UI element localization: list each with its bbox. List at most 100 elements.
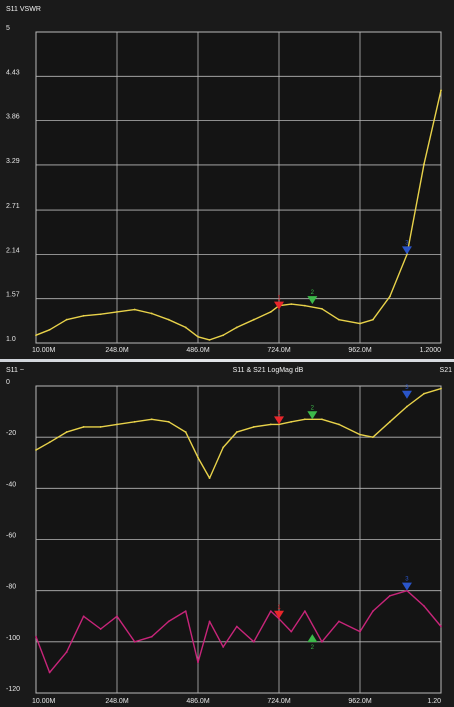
- logmag-series-s21-point: [222, 646, 225, 648]
- logmag-y-tick-label: -60: [6, 533, 16, 540]
- logmag-marker-3: [401, 390, 412, 399]
- vswr-marker-label: 1: [277, 296, 281, 302]
- logmag-series-s11-point: [359, 433, 361, 436]
- logmag-series-s11-point: [184, 431, 187, 433]
- vswr-y-tick-label: 2.14: [6, 247, 20, 254]
- logmag-series-s11-point: [197, 456, 199, 459]
- vswr-series-0-point: [48, 328, 51, 331]
- vswr-series-0-point: [406, 253, 408, 256]
- logmag-series-s21-point: [389, 594, 391, 597]
- logmag-marker-3: [401, 582, 412, 591]
- vswr-series-0-point: [99, 313, 102, 316]
- vswr-y-tick-label: 1.57: [6, 292, 20, 299]
- logmag-marker-label: 3: [405, 577, 409, 583]
- vswr-series-0-point: [184, 326, 187, 329]
- logmag-series-s11-point: [99, 426, 102, 428]
- vswr-marker-1: [274, 301, 284, 310]
- vswr-y-tick-label: 4.43: [6, 69, 20, 76]
- vswr-x-tick-label: 724.0M: [267, 347, 291, 354]
- logmag-chart-title: S11 & S21 LogMag dB: [233, 367, 304, 374]
- logmag-series-s21-point: [82, 615, 85, 618]
- logmag-series-s21-point: [440, 625, 442, 628]
- logmag-series-s21-point: [150, 635, 153, 638]
- vswr-series-0-point: [337, 318, 340, 321]
- vswr-x-tick-label: 1.2000: [420, 347, 442, 354]
- vswr-series-0-point: [35, 334, 37, 337]
- vswr-chart: S11 VSWR 1.0 1.57 2.14 2.71 3.29 3.86 4.43 5 10.…: [0, 0, 454, 359]
- logmag-series-s11-point: [116, 423, 118, 426]
- logmag-marker-label: 1: [277, 605, 281, 611]
- logmag-series-s21-point: [133, 640, 136, 643]
- logmag-y-tick-label: -100: [6, 635, 20, 642]
- vswr-x-tick-label: 962.0M: [348, 347, 372, 354]
- vswr-series-0-point: [320, 307, 323, 310]
- vswr-series-0-point: [197, 335, 199, 338]
- vswr-series-0-point: [372, 318, 374, 321]
- logmag-y-tick-label: -20: [6, 430, 16, 437]
- logmag-marker-2: [307, 634, 318, 643]
- vswr-y-tick-label: 1.0: [6, 336, 16, 343]
- vswr-series-0-point: [269, 311, 272, 313]
- vswr-series-0-point: [290, 303, 293, 306]
- logmag-x-tick-label: 1.20: [427, 698, 441, 705]
- logmag-series-s21-point: [184, 610, 187, 613]
- logmag-series-s11-point: [208, 477, 211, 479]
- logmag-marker-2: [307, 411, 318, 420]
- vswr-series-0-point: [423, 163, 425, 166]
- vswr-series-0-point: [82, 314, 85, 317]
- logmag-series-s21-point: [278, 617, 280, 620]
- logmag-series-s21-point: [208, 620, 211, 623]
- logmag-series-s11-point: [167, 420, 170, 423]
- logmag-marker-label: 2: [311, 405, 315, 411]
- vswr-series-0-point: [133, 308, 136, 311]
- logmag-series-s11-point: [440, 387, 442, 390]
- logmag-series-s11-point: [48, 441, 51, 444]
- logmag-series-s21-point: [35, 635, 37, 638]
- logmag-x-tick-label: 248.0M: [105, 698, 129, 705]
- logmag-y-tick-label: -80: [6, 584, 16, 591]
- vswr-x-tick-label: 248.0M: [105, 347, 129, 354]
- vswr-series-0-point: [389, 295, 391, 298]
- logmag-series-s11-point: [150, 418, 153, 421]
- logmag-series-s11-point: [65, 431, 68, 433]
- vswr-series-0-point: [65, 318, 68, 321]
- vswr-series-0-point: [150, 312, 153, 315]
- logmag-series-s21-point: [167, 620, 170, 623]
- logmag-series-s11-point: [235, 431, 238, 433]
- logmag-series-s11-point: [82, 426, 85, 428]
- logmag-series-s21-point: [359, 630, 361, 633]
- logmag-marker-1: [274, 416, 284, 425]
- logmag-x-tick-label: 486.0M: [186, 698, 210, 705]
- logmag-marker-label: 3: [405, 385, 409, 391]
- logmag-x-tick-label: 10.00M: [32, 698, 56, 705]
- vswr-y-tick-label: 5: [6, 25, 10, 32]
- logmag-series-s21-point: [116, 615, 118, 618]
- vswr-series-0-point: [252, 318, 255, 321]
- vswr-series-0-point: [359, 322, 361, 325]
- vswr-y-tick-label: 3.86: [6, 114, 20, 121]
- logmag-series-s11-point: [303, 418, 306, 421]
- vswr-x-tick-label: 486.0M: [186, 347, 210, 354]
- logmag-series-s11-point: [406, 405, 408, 408]
- logmag-series-s11-point: [423, 392, 425, 395]
- logmag-x-tick-label: 724.0M: [267, 698, 291, 705]
- logmag-series-s11-point: [320, 418, 323, 421]
- logmag-series-s21-point: [303, 610, 306, 613]
- logmag-corner-left: S11 ~: [6, 367, 24, 374]
- logmag-series-s11-point: [269, 423, 272, 426]
- logmag-series-s11-point: [337, 423, 340, 426]
- logmag-series-s11-point: [35, 449, 37, 451]
- vswr-series-0-point: [208, 338, 211, 341]
- logmag-series-s11-point: [372, 436, 374, 439]
- vswr-series-0-point: [116, 311, 118, 313]
- logmag-x-tick-label: 962.0M: [348, 698, 372, 705]
- logmag-series-s21-point: [320, 640, 323, 643]
- vswr-marker-3: [401, 246, 412, 255]
- logmag-series-s21-point: [423, 605, 425, 607]
- logmag-series-s21-point: [372, 610, 374, 613]
- vswr-marker-2: [307, 296, 318, 305]
- logmag-series-s21-point: [290, 630, 293, 633]
- logmag-series-s21-point: [197, 661, 199, 664]
- vswr-y-tick-label: 3.29: [6, 158, 20, 165]
